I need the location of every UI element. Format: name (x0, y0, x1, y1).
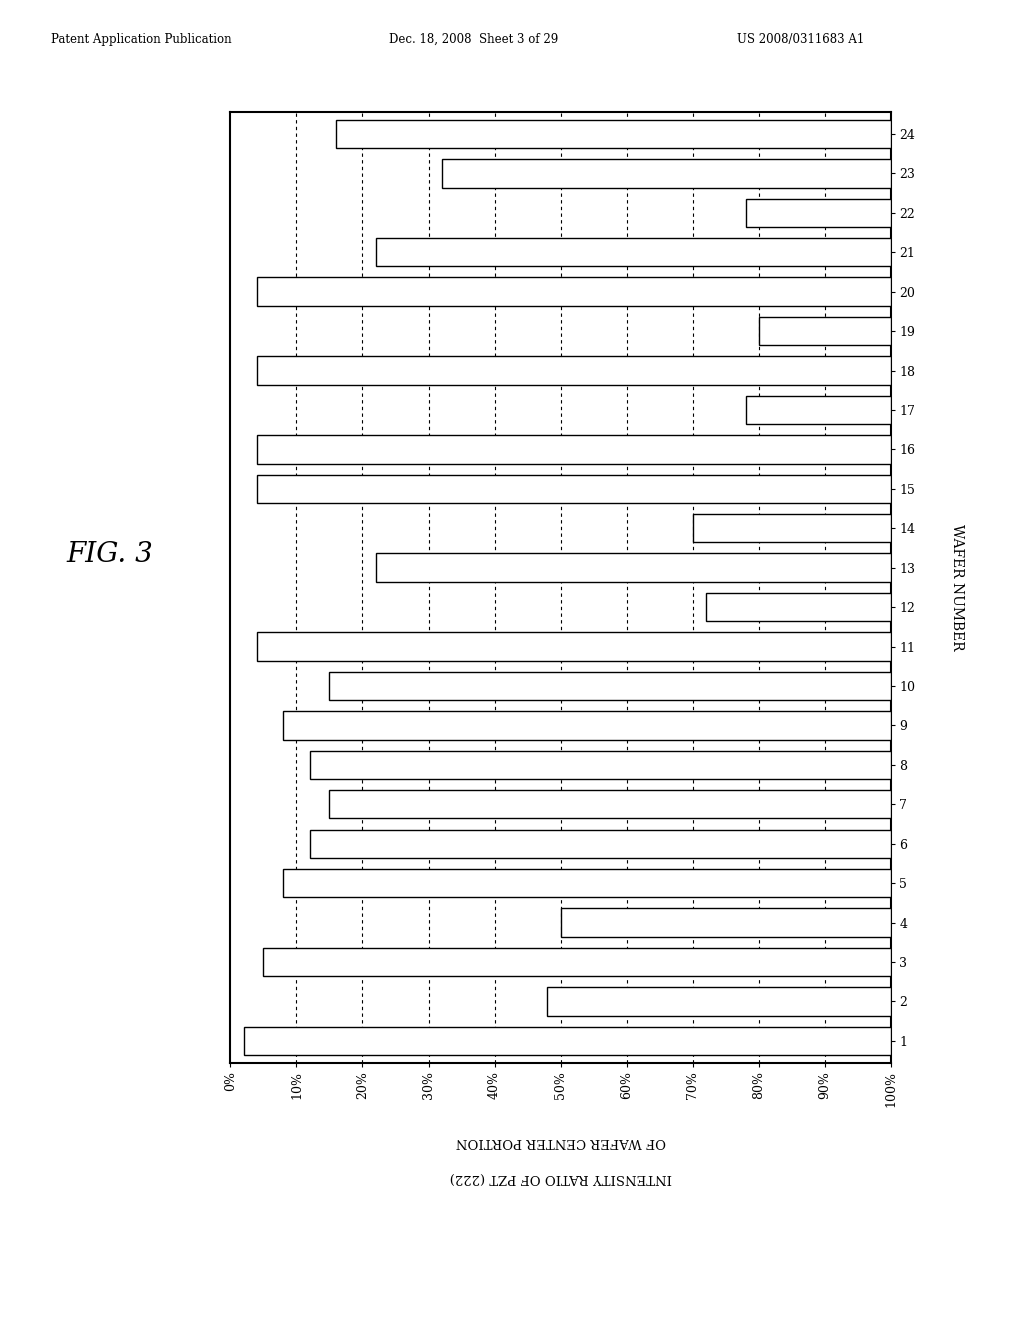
Bar (284, 869, 891, 898)
Bar (441, 160, 891, 187)
Bar (309, 751, 891, 779)
Bar (745, 396, 891, 424)
Text: Dec. 18, 2008  Sheet 3 of 29: Dec. 18, 2008 Sheet 3 of 29 (389, 33, 558, 46)
Text: US 2008/0311683 A1: US 2008/0311683 A1 (737, 33, 864, 46)
Text: OF WAFER CENTER PORTION: OF WAFER CENTER PORTION (456, 1135, 667, 1148)
Bar (284, 711, 891, 739)
Bar (376, 553, 891, 582)
Bar (263, 948, 891, 977)
Text: INTENSITY RATIO OF PZT (222): INTENSITY RATIO OF PZT (222) (450, 1171, 673, 1184)
Bar (706, 593, 891, 622)
Bar (376, 238, 891, 267)
Bar (257, 277, 891, 306)
Bar (244, 1027, 891, 1055)
Bar (257, 356, 891, 384)
Bar (759, 317, 891, 346)
Text: FIG. 3: FIG. 3 (67, 541, 154, 568)
Bar (330, 672, 891, 700)
Y-axis label: WAFER NUMBER: WAFER NUMBER (950, 524, 964, 651)
Bar (257, 436, 891, 463)
Bar (257, 475, 891, 503)
Bar (548, 987, 891, 1015)
Bar (692, 513, 891, 543)
Bar (309, 829, 891, 858)
Bar (330, 791, 891, 818)
Bar (336, 120, 891, 148)
Text: Patent Application Publication: Patent Application Publication (51, 33, 231, 46)
Bar (561, 908, 891, 937)
Bar (257, 632, 891, 661)
Bar (745, 198, 891, 227)
